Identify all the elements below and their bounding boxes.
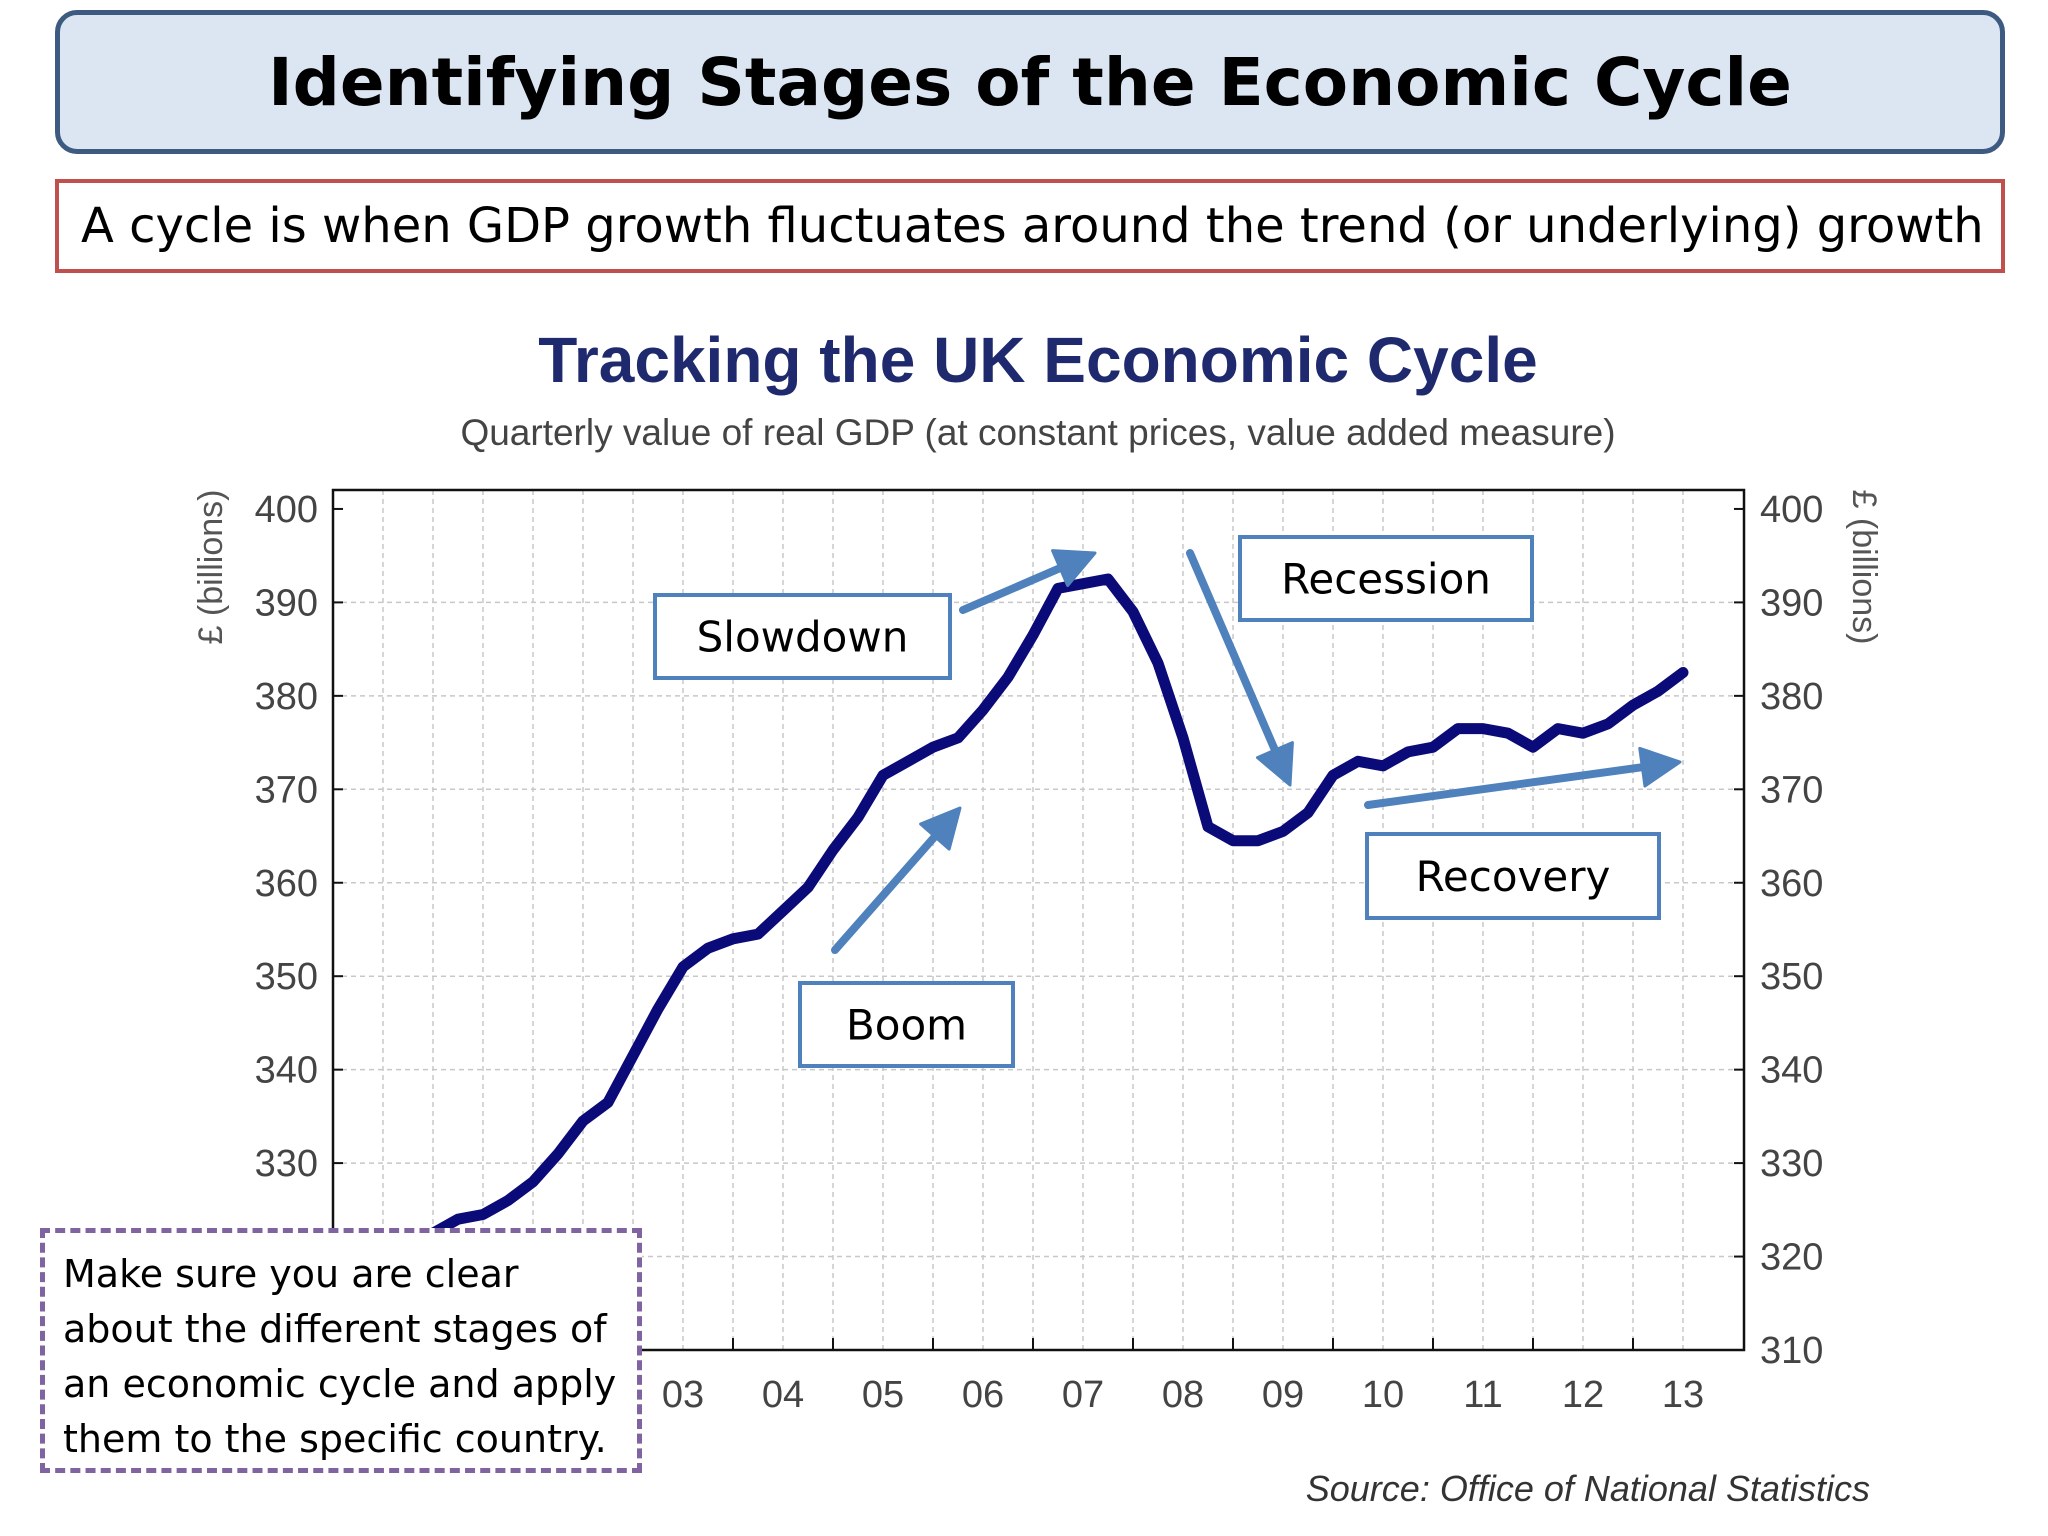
plot-frame (331, 488, 1746, 1352)
chart-title: Tracking the UK Economic Cycle (538, 324, 1537, 396)
definition-box: A cycle is when GDP growth fluctuates ar… (55, 179, 2005, 273)
y-tick-label-left: 330 (255, 1143, 318, 1185)
x-tick-label: 12 (1562, 1374, 1604, 1416)
series-line-gdp (327, 573, 1689, 1305)
x-tick-label: 04 (762, 1374, 804, 1416)
chart-subtitle: Quarterly value of real GDP (at constant… (460, 412, 1615, 453)
y-tick-label-left: 340 (255, 1050, 318, 1092)
stage-arrows (831, 549, 1682, 954)
x-tick-label: 07 (1062, 1374, 1104, 1416)
x-tick-label: 08 (1162, 1374, 1204, 1416)
y-tick-label-left: 390 (255, 582, 318, 624)
y-tick-label-left: 400 (255, 489, 318, 531)
x-tick-label: 09 (1262, 1374, 1304, 1416)
stage-label-boom: Boom (798, 981, 1015, 1068)
x-tick-label: 03 (662, 1374, 704, 1416)
note-box: Make sure you are clear about the differ… (40, 1228, 642, 1473)
svg-text:Slowdown: Slowdown (697, 613, 909, 662)
y-tick-label-right: 380 (1760, 676, 1823, 718)
y-tick-label-left: 360 (255, 863, 318, 905)
y-tick-label-right: 340 (1760, 1050, 1823, 1092)
stage-arrow (959, 549, 1097, 614)
x-tick-label: 11 (1463, 1374, 1502, 1416)
x-tick-label: 06 (962, 1374, 1004, 1416)
stage-arrow (1186, 549, 1294, 787)
stage-labels: Boom Slowdown Recession Recovery (653, 535, 1661, 1068)
svg-text:Recession: Recession (1281, 555, 1491, 604)
y-tick-label-right: 400 (1760, 489, 1823, 531)
svg-text:Recovery: Recovery (1416, 852, 1611, 901)
definition-text: A cycle is when GDP growth fluctuates ar… (81, 198, 1984, 254)
stage-label-recovery: Recovery (1365, 832, 1661, 920)
y-tick-label-right: 350 (1760, 956, 1823, 998)
chart-axes: 330 340 350 360 370 380 390 400 310 320 330 340 350 3… (255, 489, 1824, 1416)
y-tick-label-right: 370 (1760, 769, 1823, 811)
stage-arrow (831, 806, 962, 954)
y-tick-label-left: 370 (255, 769, 318, 811)
y-tick-label-left: 350 (255, 956, 318, 998)
slide-title: Identifying Stages of the Economic Cycle (268, 43, 1792, 121)
svg-text:Boom: Boom (846, 1001, 967, 1050)
stage-arrow (1364, 746, 1682, 809)
y-tick-label-left: 380 (255, 676, 318, 718)
y-tick-label-right: 320 (1760, 1237, 1823, 1279)
x-tick-label: 13 (1662, 1374, 1704, 1416)
stage-label-slowdown: Slowdown (653, 593, 952, 680)
y-tick-label-right: 310 (1760, 1330, 1823, 1372)
y-axis-label-right: £ (billions) (1845, 490, 1883, 645)
source-credit: Source: Office of National Statistics (1305, 1468, 1870, 1509)
y-tick-label-right: 390 (1760, 582, 1823, 624)
y-tick-label-right: 330 (1760, 1143, 1823, 1185)
x-tick-label: 05 (862, 1374, 904, 1416)
y-axis-label-left: £ (billions) (192, 490, 230, 645)
slide-title-box: Identifying Stages of the Economic Cycle (55, 10, 2005, 154)
x-tick-label: 10 (1362, 1374, 1404, 1416)
stage-label-recession: Recession (1238, 535, 1534, 622)
note-text: Make sure you are clear about the differ… (63, 1252, 617, 1461)
y-tick-label-right: 360 (1760, 863, 1823, 905)
